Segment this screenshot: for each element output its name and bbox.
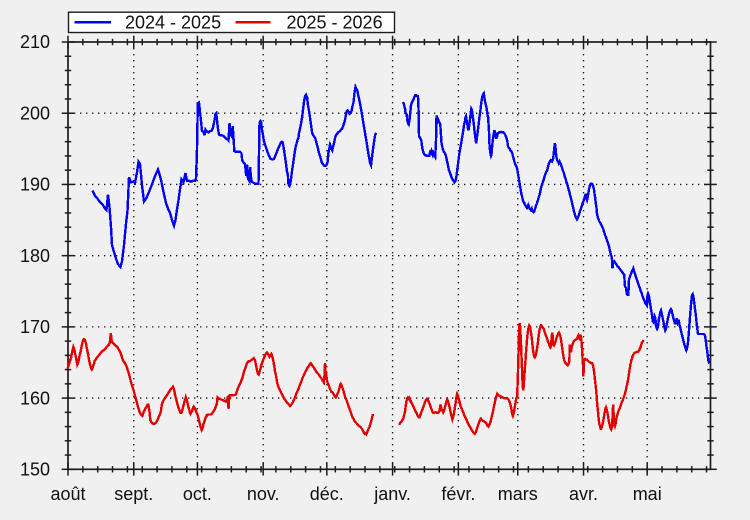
svg-text:oct.: oct. bbox=[183, 484, 212, 504]
svg-text:avr.: avr. bbox=[569, 484, 598, 504]
svg-text:190: 190 bbox=[20, 175, 50, 195]
svg-text:août: août bbox=[50, 484, 85, 504]
svg-text:210: 210 bbox=[20, 32, 50, 52]
svg-text:150: 150 bbox=[20, 460, 50, 480]
svg-text:déc.: déc. bbox=[310, 484, 344, 504]
svg-text:sept.: sept. bbox=[114, 484, 153, 504]
svg-text:nov.: nov. bbox=[247, 484, 280, 504]
svg-text:2025 - 2026: 2025 - 2026 bbox=[287, 12, 383, 32]
svg-text:févr.: févr. bbox=[441, 484, 475, 504]
svg-text:janv.: janv. bbox=[373, 484, 411, 504]
svg-text:200: 200 bbox=[20, 103, 50, 123]
svg-text:170: 170 bbox=[20, 317, 50, 337]
svg-text:mai: mai bbox=[633, 484, 662, 504]
svg-text:2024 - 2025: 2024 - 2025 bbox=[125, 12, 221, 32]
svg-text:160: 160 bbox=[20, 388, 50, 408]
svg-text:mars: mars bbox=[498, 484, 538, 504]
svg-text:180: 180 bbox=[20, 246, 50, 266]
